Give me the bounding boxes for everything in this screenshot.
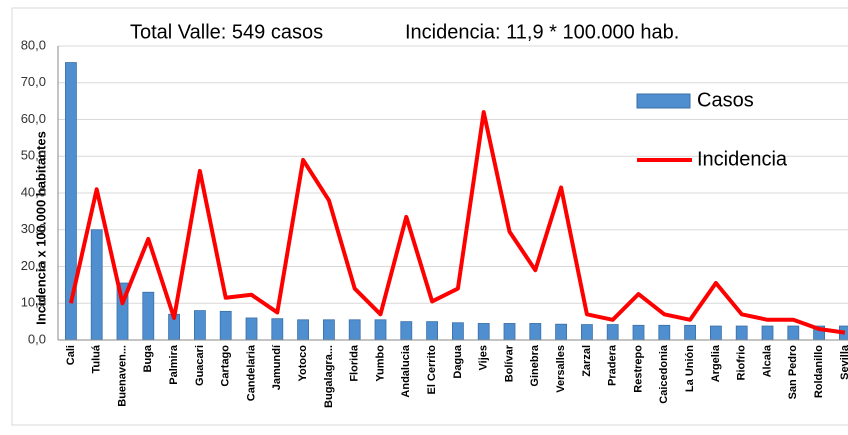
bar [271, 318, 284, 341]
y-tick-label: 80,0 [21, 37, 46, 52]
y-tick-label: 30,0 [21, 221, 46, 236]
bar [142, 291, 155, 341]
x-tick-label: Roldanillo [813, 345, 825, 398]
x-tick-label: San Pedro [787, 345, 799, 400]
bar [606, 324, 619, 341]
x-tick-label: Sevilla [839, 344, 848, 380]
y-tick-label: 40,0 [21, 184, 46, 199]
bar [245, 317, 258, 341]
x-tick-label: Yumbo [374, 345, 386, 382]
y-axis-label: Incidencia x 100.000 habitantes [33, 131, 48, 325]
x-tick-label: Caicedonia [658, 344, 670, 404]
x-tick-label: Restrepo [632, 345, 644, 393]
bar [193, 310, 206, 341]
x-tick-label: Ginebra [529, 344, 541, 386]
y-tick-label: 50,0 [21, 148, 46, 163]
x-tick-label: Palmira [168, 344, 180, 385]
bar [322, 319, 335, 341]
bar [90, 229, 103, 341]
legend-label: Incidencia [697, 148, 788, 170]
x-tick-label: Vijes [478, 345, 490, 371]
x-tick-label: Argelia [710, 344, 722, 382]
x-tick-label: Tuluá [91, 344, 103, 373]
x-tick-label: Alcala [761, 344, 773, 377]
bar [348, 319, 361, 341]
x-tick-label: El Cerrito [426, 345, 438, 395]
x-tick-label: Bolívar [503, 344, 515, 382]
line [68, 110, 846, 335]
bar [735, 325, 748, 341]
chart-title: Total Valle: 549 casos [130, 21, 323, 43]
x-tick-label: Bugalagra... [323, 345, 335, 408]
y-tick-label: 70,0 [21, 74, 46, 89]
bar [426, 321, 439, 341]
bar [529, 323, 542, 341]
bar [581, 324, 593, 341]
x-tick-label: Riofrio [736, 345, 748, 381]
y-tick-label: 0,0 [28, 331, 46, 346]
x-tick-label: Zarzal [581, 345, 593, 377]
bar [761, 325, 774, 341]
bar [400, 321, 413, 341]
legend-swatch [636, 93, 691, 109]
y-tick-label: 20,0 [21, 258, 46, 273]
x-tick-label: Versalles [555, 345, 567, 393]
bar [297, 319, 310, 341]
x-tick-label: Andalucia [400, 344, 412, 397]
y-tick-label: 10,0 [21, 295, 46, 310]
x-tick-label: Cartago [220, 345, 232, 387]
bar [684, 324, 696, 341]
bar [632, 324, 645, 341]
x-tick-label: La Unión [684, 345, 696, 392]
bar [555, 323, 567, 341]
x-tick-label: Florida [349, 344, 361, 382]
x-tick-label: Guacari [194, 345, 206, 386]
legend-label: Casos [697, 89, 754, 111]
bar [658, 324, 671, 341]
x-tick-label: Buenaven... [116, 345, 128, 407]
x-tick-label: Candelaria [245, 344, 257, 401]
chart-border [11, 7, 848, 426]
bar [787, 325, 800, 341]
x-tick-label: Buga [142, 344, 154, 372]
bar [710, 325, 722, 341]
x-tick-label: Dagua [452, 344, 464, 379]
x-tick-label: Pradera [607, 344, 619, 386]
bar [503, 323, 516, 341]
bar [477, 323, 490, 341]
bar [451, 322, 464, 341]
y-tick-label: 60,0 [21, 111, 46, 126]
x-tick-label: Jamundí [271, 344, 283, 390]
x-tick-label: Cali [65, 345, 77, 365]
x-tick-label: Yotoco [297, 345, 309, 382]
bar [374, 319, 387, 341]
chart-subtitle: Incidencia: 11,9 * 100.000 hab. [405, 21, 679, 43]
bar [219, 310, 232, 341]
